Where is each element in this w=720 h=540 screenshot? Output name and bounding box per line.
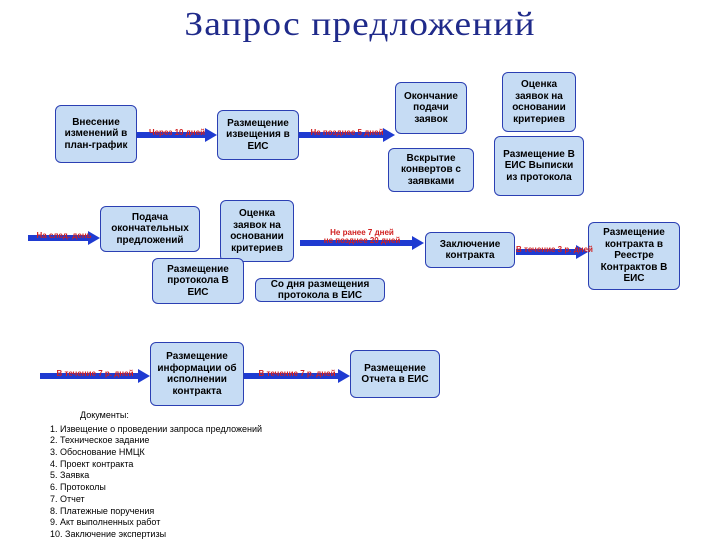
documents-item: 4. Проект контракта (50, 459, 262, 471)
arrow-label: В течение 7 р. дней (244, 369, 350, 378)
documents-item: 7. Отчет (50, 494, 262, 506)
documents-item: 6. Протоколы (50, 482, 262, 494)
node-b14: Размещение Отчета в ЕИС (350, 350, 440, 398)
arrow-label: Через 10 дней (137, 128, 217, 137)
node-b1: Внесение изменений в план-график (55, 105, 137, 163)
documents-list: Документы: 1. Извещение о проведении запр… (50, 410, 262, 540)
documents-item: 8. Платежные поручения (50, 506, 262, 518)
documents-item: 3. Обоснование НМЦК (50, 447, 262, 459)
node-b6: Размещение В ЕИС Выписки из протокола (494, 136, 584, 196)
arrow-label: Не ранее 7 днейне позднее 20 дней (300, 229, 424, 245)
flow-diagram: Запрос предложений Внесение изменений в … (0, 0, 720, 540)
node-b9: Размещение протокола В ЕИС (152, 258, 244, 304)
node-b13: Размещение информации об исполнении конт… (150, 342, 244, 406)
node-b2: Размещение извещения в ЕИС (217, 110, 299, 160)
node-b10: Со дня размещения протокола в ЕИС (255, 278, 385, 302)
node-b8: Оценка заявок на основании критериев (220, 200, 294, 262)
node-b11: Заключение контракта (425, 232, 515, 268)
documents-item: 10. Заключение экспертизы (50, 529, 262, 540)
node-b7: Подача окончательных предложений (100, 206, 200, 252)
arrow-label: Не позднее 5 дней (299, 128, 395, 137)
documents-item: 2. Техническое задание (50, 435, 262, 447)
arrow-label: В течение 7 р. дней (40, 369, 150, 378)
page-title: Запрос предложений (0, 6, 720, 44)
documents-item: 5. Заявка (50, 470, 262, 482)
node-b12: Размещение контракта в Реестре Контракто… (588, 222, 680, 290)
documents-item: 1. Извещение о проведении запроса предло… (50, 424, 262, 436)
arrow-label: На след. день (28, 231, 100, 240)
documents-item: 9. Акт выполненных работ (50, 517, 262, 529)
documents-header: Документы: (80, 410, 262, 422)
node-b4: Вскрытие конвертов с заявками (388, 148, 474, 192)
node-b3: Окончание подачи заявок (395, 82, 467, 134)
arrow-label: В течение 3 р. дней (516, 245, 588, 254)
node-b5: Оценка заявок на основании критериев (502, 72, 576, 132)
